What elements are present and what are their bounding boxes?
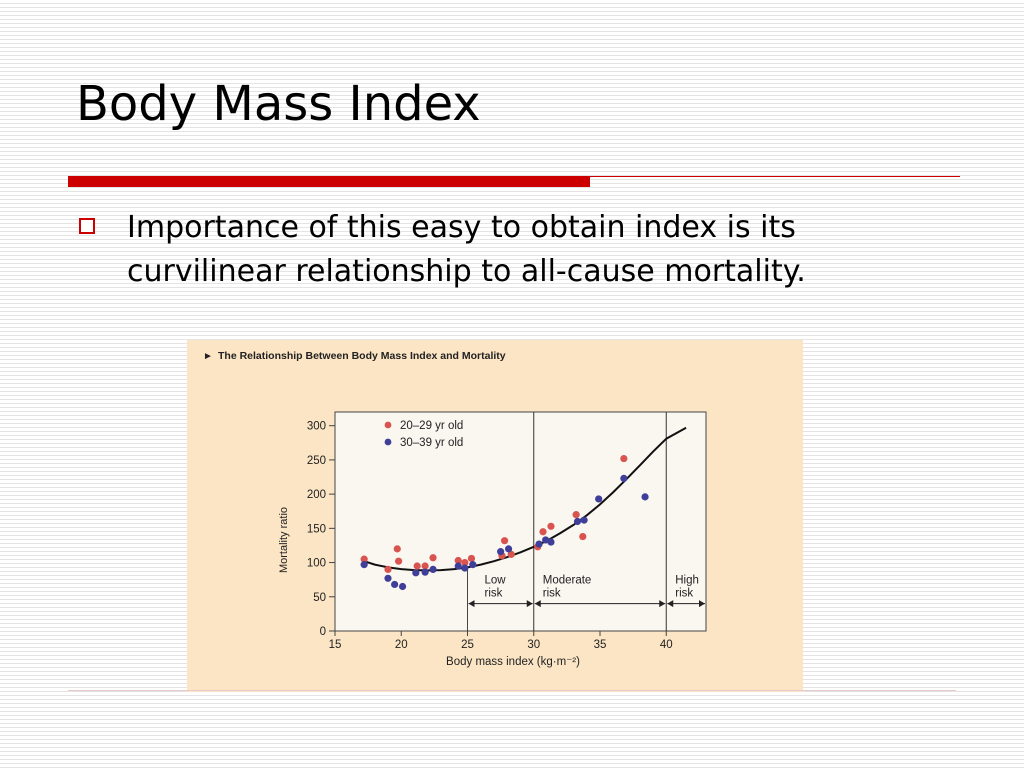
chart-title: The Relationship Between Body Mass Index… <box>218 350 506 362</box>
data-point-30-39 <box>461 564 469 572</box>
y-tick-label: 200 <box>307 489 326 501</box>
y-tick-label: 250 <box>307 455 326 467</box>
plot-area <box>334 411 707 632</box>
data-point-30-39 <box>391 580 399 589</box>
zone-arrow-right-icon <box>526 600 533 608</box>
chart-title-marker: ► <box>203 351 213 362</box>
y-tick-label: 50 <box>313 592 326 604</box>
data-point-30-39 <box>398 582 407 591</box>
hollow-square-bullet-icon <box>79 218 95 234</box>
data-point-30-39 <box>535 540 543 548</box>
bmi-mortality-chart: ► The Relationship Between Body Mass Ind… <box>203 350 707 668</box>
zone-label: risk <box>485 588 503 600</box>
data-point-30-39 <box>497 548 505 556</box>
zone-arrow-left-icon <box>667 600 674 608</box>
zone-arrow-right-icon <box>699 600 705 608</box>
data-point-20-29 <box>467 554 476 563</box>
data-point-30-39 <box>429 565 437 574</box>
data-point-20-29 <box>454 556 462 565</box>
legend-entry: 30–39 yr old <box>400 437 463 449</box>
data-point-20-29 <box>579 532 587 541</box>
title-divider-thick <box>68 176 590 187</box>
data-point-30-39 <box>384 574 392 582</box>
data-point-30-39 <box>454 562 462 570</box>
data-point-20-29 <box>461 558 469 567</box>
data-point-30-39 <box>641 493 649 501</box>
zone-label: risk <box>543 588 561 600</box>
data-point-20-29 <box>413 562 421 570</box>
data-point-30-39 <box>580 516 588 524</box>
bmi-mortality-figure: ► The Relationship Between Body Mass Ind… <box>187 340 803 692</box>
data-point-30-39 <box>360 561 368 569</box>
data-point-30-39 <box>469 561 477 569</box>
data-point-20-29 <box>507 550 515 558</box>
zone-arrow-left-icon <box>468 600 475 608</box>
data-point-20-29 <box>547 522 555 530</box>
slide-title: Body Mass Index <box>76 76 481 132</box>
zone-label: High <box>675 575 699 587</box>
data-point-20-29 <box>421 562 429 570</box>
x-tick-label: 25 <box>461 639 474 651</box>
data-point-20-29 <box>429 554 437 562</box>
zone-label: Low <box>485 575 507 587</box>
y-tick-label: 300 <box>307 421 326 433</box>
data-point-30-39 <box>421 568 429 576</box>
data-point-20-29 <box>501 537 509 545</box>
footer-divider <box>68 690 956 691</box>
x-tick-label: 20 <box>395 639 408 651</box>
y-tick-label: 0 <box>320 626 326 638</box>
zone-label: risk <box>675 588 693 600</box>
data-point-20-29 <box>572 511 580 519</box>
data-point-20-29 <box>384 565 392 574</box>
data-point-20-29 <box>393 545 401 553</box>
x-tick-label: 15 <box>329 639 342 651</box>
zone-arrow-right-icon <box>659 600 666 608</box>
legend-entry: 20–29 yr old <box>400 420 463 432</box>
data-point-20-29 <box>360 555 368 563</box>
data-point-20-29 <box>539 528 547 536</box>
zone-label: Moderate <box>543 575 592 587</box>
zone-arrow-left-icon <box>534 600 541 608</box>
data-point-30-39 <box>547 538 555 546</box>
x-tick-label: 30 <box>527 639 540 651</box>
y-axis-label: Mortality ratio <box>278 507 290 573</box>
data-point-30-39 <box>595 495 603 503</box>
data-point-30-39 <box>504 545 513 553</box>
x-tick-label: 35 <box>594 639 607 651</box>
data-point-20-29 <box>395 557 403 565</box>
data-point-30-39 <box>412 569 420 577</box>
data-point-30-39 <box>573 517 582 526</box>
data-point-20-29 <box>620 454 628 463</box>
legend-marker <box>384 438 392 446</box>
legend-marker <box>384 421 392 429</box>
x-tick-label: 40 <box>660 639 673 651</box>
bullet-text: Importance of this easy to obtain index … <box>127 210 806 289</box>
y-tick-label: 100 <box>307 558 326 570</box>
data-point-30-39 <box>620 474 628 482</box>
y-tick-label: 150 <box>307 523 326 535</box>
x-axis-label: Body mass index (kg·m⁻²) <box>446 656 580 668</box>
